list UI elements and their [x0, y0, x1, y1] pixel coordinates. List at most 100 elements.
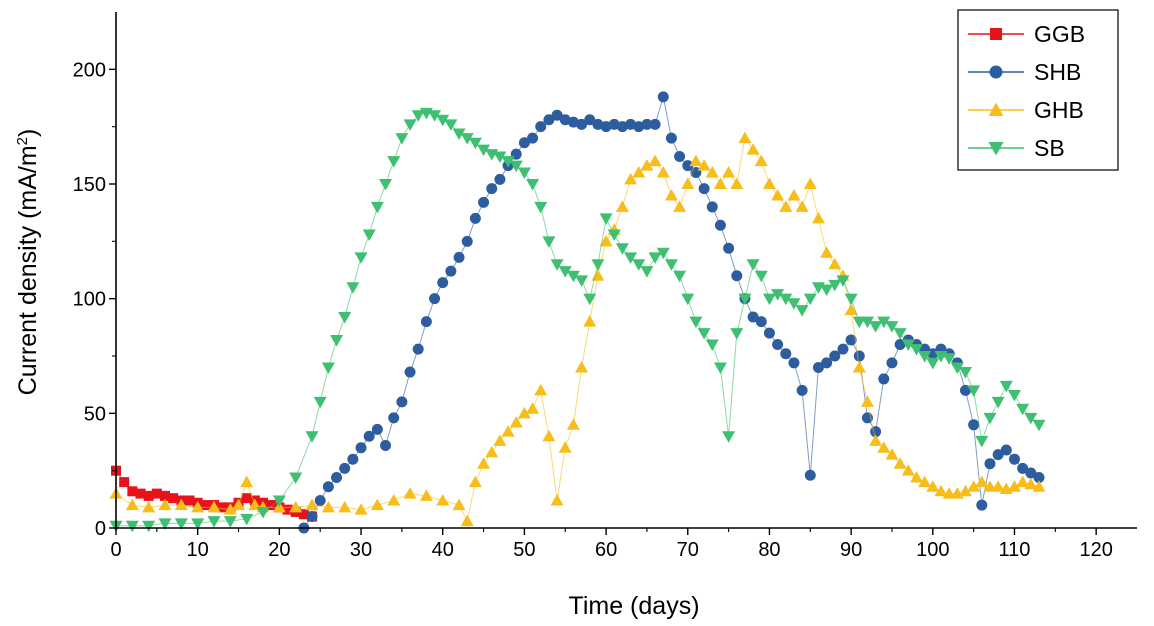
- data-point: [404, 366, 416, 378]
- data-point: [877, 441, 891, 453]
- data-point: [673, 270, 687, 283]
- data-point: [991, 480, 1005, 492]
- data-point: [779, 200, 793, 212]
- data-point: [738, 131, 752, 144]
- data-point: [656, 166, 670, 178]
- data-point: [1007, 480, 1021, 492]
- data-point: [689, 316, 703, 329]
- data-point: [869, 321, 883, 333]
- data-point: [706, 201, 718, 213]
- data-point: [388, 412, 400, 424]
- data-point: [1024, 477, 1038, 490]
- data-point: [820, 246, 834, 258]
- data-point: [584, 114, 596, 126]
- legend-item-shb: SHB: [968, 59, 1081, 85]
- data-point: [747, 311, 759, 323]
- data-point: [674, 150, 686, 162]
- x-tick-label: 0: [110, 539, 121, 561]
- data-point: [289, 500, 303, 513]
- data-point: [509, 416, 523, 428]
- data-point: [958, 367, 972, 379]
- data-point: [689, 154, 703, 167]
- data-point: [125, 520, 139, 533]
- data-point: [958, 484, 972, 497]
- data-point: [607, 229, 621, 241]
- data-point: [918, 475, 932, 488]
- data-point: [558, 441, 572, 453]
- data-point: [135, 488, 146, 499]
- data-point: [927, 348, 939, 360]
- data-point: [697, 328, 711, 340]
- series-sb: [109, 107, 1046, 533]
- data-point: [478, 196, 490, 208]
- data-point: [1007, 389, 1021, 402]
- data-point: [428, 110, 442, 122]
- data-point: [493, 434, 507, 446]
- data-point: [828, 257, 842, 270]
- data-point: [926, 357, 940, 370]
- data-point: [649, 118, 661, 130]
- data-point: [893, 328, 907, 340]
- data-point: [615, 200, 629, 212]
- y-axis-title-main: Current density (mA/m: [14, 145, 42, 395]
- data-point: [730, 328, 744, 340]
- data-point: [852, 316, 866, 329]
- data-point: [272, 495, 286, 507]
- data-point: [771, 188, 785, 201]
- data-point: [542, 236, 556, 248]
- series-shb: [298, 91, 1045, 534]
- data-point: [869, 434, 883, 446]
- data-point: [468, 475, 482, 488]
- data-point: [893, 457, 907, 469]
- data-point: [860, 395, 874, 407]
- data-point: [240, 475, 254, 488]
- data-point: [380, 439, 392, 451]
- data-point: [942, 487, 956, 499]
- data-point: [1016, 403, 1030, 416]
- data-point: [143, 490, 154, 501]
- legend-label: GGB: [1034, 21, 1085, 47]
- data-point: [829, 350, 841, 362]
- data-point: [648, 154, 662, 167]
- data-point: [583, 293, 597, 306]
- data-point: [779, 293, 793, 306]
- data-point: [673, 200, 687, 212]
- data-point: [657, 91, 669, 103]
- legend-marker: [989, 65, 1003, 79]
- data-point: [664, 188, 678, 201]
- data-point: [338, 500, 352, 513]
- data-point: [803, 177, 817, 189]
- data-point: [918, 351, 932, 363]
- data-point: [305, 431, 319, 443]
- data-point: [200, 500, 211, 511]
- data-point: [926, 480, 940, 492]
- data-point: [763, 327, 775, 339]
- data-point: [387, 493, 401, 506]
- series-line: [303, 96, 1040, 529]
- data-point: [1032, 419, 1046, 432]
- tick-labels: 0 10 20 30 40 50 60 70 80 90 100 110 120 0 50 100 150 200: [73, 59, 1113, 561]
- data-point: [885, 448, 899, 460]
- data-point: [1016, 475, 1030, 488]
- data-point: [535, 121, 547, 133]
- data-point: [648, 252, 662, 264]
- series-ggb: [111, 465, 318, 522]
- data-point: [241, 493, 252, 504]
- data-point: [282, 504, 293, 515]
- data-point: [444, 119, 458, 131]
- data-point: [412, 343, 424, 355]
- data-point: [624, 172, 638, 185]
- data-point: [1025, 467, 1037, 479]
- legend-box: [957, 9, 1119, 171]
- data-point: [828, 279, 842, 292]
- data-point: [1024, 412, 1038, 425]
- data-point: [396, 396, 408, 408]
- y-axis-title-tail: ): [14, 129, 42, 137]
- data-point: [624, 252, 638, 264]
- x-tick-label: 60: [595, 539, 617, 561]
- data-point: [501, 156, 515, 168]
- series-ghb: [109, 131, 1046, 527]
- x-axis-title: Time (days): [568, 592, 699, 620]
- data-point: [460, 514, 474, 527]
- x-tick-label: 40: [432, 539, 454, 561]
